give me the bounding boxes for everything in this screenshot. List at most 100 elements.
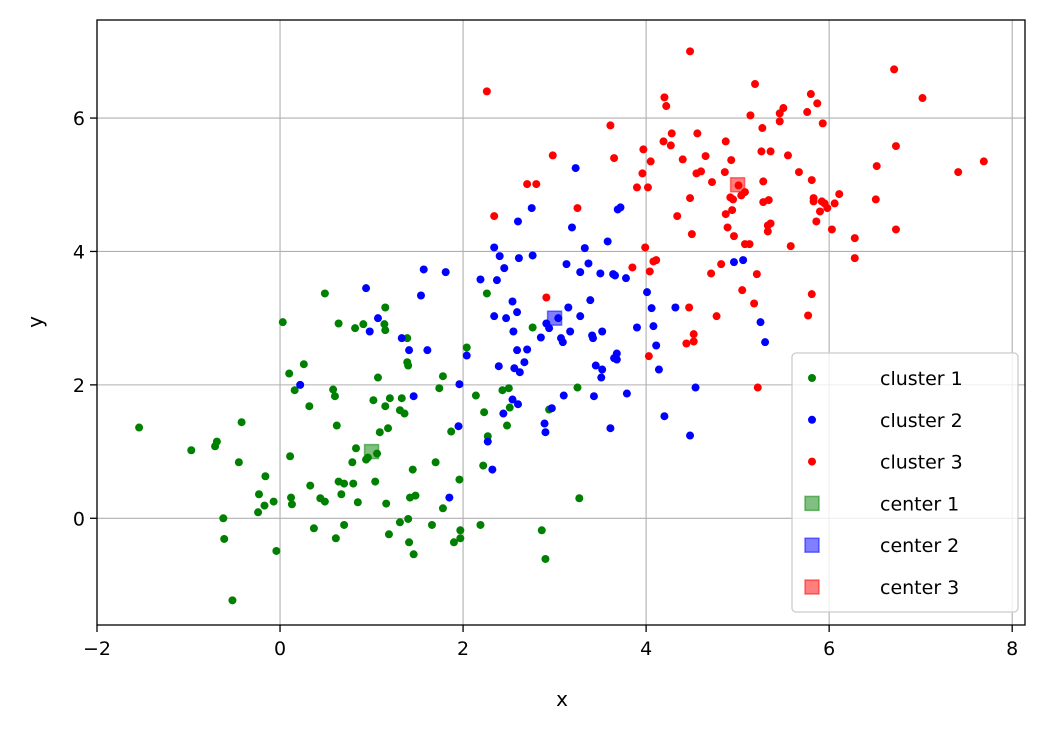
cluster-3-point [712,312,721,321]
legend-square-marker-icon [804,537,820,553]
cluster-2-point [660,412,669,421]
cluster-1-point [375,428,384,437]
x-tick-label: −2 [83,638,111,660]
cluster-1-point [287,500,296,509]
cluster-2-point [528,251,537,260]
cluster-1-point [573,383,582,392]
cluster-3-point [638,169,647,178]
cluster-1-point [427,520,436,529]
cluster-2-point [495,252,504,261]
cluster-3-point [758,124,767,133]
cluster-2-point [416,291,425,300]
cluster-1-point [212,437,221,446]
cluster-2-point [603,237,612,246]
cluster-3-point [548,151,557,160]
legend-square-marker-icon [804,579,820,595]
y-tick-label: 2 [73,375,85,397]
cluster-3-point [783,151,792,160]
cluster-1-point [254,508,263,517]
cluster-1-point [405,538,414,547]
cluster-2-point [591,361,600,370]
cluster-1-point [435,384,444,393]
legend-dot-marker-icon [808,374,816,382]
cluster-1-point [371,477,380,486]
legend: cluster 1 cluster 2 cluster 3 center 1 cente… [791,352,1019,613]
cluster-1-point [359,320,368,329]
y-tick-label: 0 [73,508,85,530]
cluster-1-point [504,384,513,393]
cluster-1-point [528,323,537,332]
y-tick-label: 6 [73,108,85,130]
cluster-1-point [340,479,349,488]
cluster-2-point [598,327,607,336]
cluster-3-point [830,199,839,208]
cluster-2-point [509,327,518,336]
cluster-2-point [622,389,631,398]
cluster-3-point [757,147,766,156]
cluster-3-point [813,99,822,108]
cluster-2-point [612,349,621,358]
cluster-3-point [720,168,729,177]
cluster-3-point [872,162,881,171]
cluster-1-point [260,501,269,510]
x-tick-label: 8 [1006,638,1018,660]
x-tick-label: 0 [274,638,286,660]
cluster-3-point [628,263,637,272]
cluster-1-point [447,427,456,436]
cluster-3-point [807,176,816,185]
cluster-3-point [678,155,687,164]
cluster-2-point [621,274,630,283]
cluster-2-point [515,368,524,377]
cluster-1-point [471,391,480,400]
cluster-1-point [381,326,390,335]
cluster-1-point [330,392,339,401]
cluster-1-point [135,423,144,432]
legend-label: cluster 3 [880,452,963,474]
cluster-3-point [701,152,710,161]
cluster-2-point [610,271,619,280]
cluster-3-point [775,117,784,126]
cluster-1-point [219,514,228,523]
cluster-2-point [691,383,700,392]
cluster-1-point [385,394,394,403]
cluster-2-point [508,297,517,306]
cluster-1-point [290,386,299,395]
cluster-1-point [403,334,412,343]
cluster-3-point [645,267,654,276]
cluster-1-point [278,318,287,327]
cluster-3-point [918,94,927,103]
cluster-3-point [979,157,988,166]
cluster-1-point [404,361,413,370]
cluster-1-point [575,494,584,503]
cluster-3-point [807,290,816,299]
cluster-2-point [564,303,573,312]
cluster-2-point [499,409,508,418]
cluster-3-point [729,195,738,204]
cluster-1-point [320,289,329,298]
cluster-3-point [532,180,541,189]
cluster-1-point [449,538,458,547]
cluster-2-point [373,314,382,323]
cluster-2-point [494,362,503,371]
cluster-2-point [652,341,661,350]
cluster-3-point [779,104,788,113]
cluster-2-point [513,308,522,317]
cluster-3-point [794,168,803,177]
cluster-1-point [384,424,393,433]
cluster-3-point [738,286,747,295]
cluster-3-point [815,207,824,216]
cluster-3-point [659,137,668,146]
cluster-2-point [756,318,765,327]
cluster-2-point [488,465,497,474]
cluster-2-point [405,346,414,355]
cluster-2-point [586,296,595,305]
cluster-1-point [455,475,464,484]
cluster-3-point [818,119,827,128]
cluster-2-point [643,288,652,297]
cluster-2-point [589,334,598,343]
cluster-1-point [369,396,378,405]
cluster-2-point [419,265,428,274]
x-tick-label: 2 [457,638,469,660]
cluster-2-point [520,358,529,367]
cluster-3-point [752,270,761,279]
